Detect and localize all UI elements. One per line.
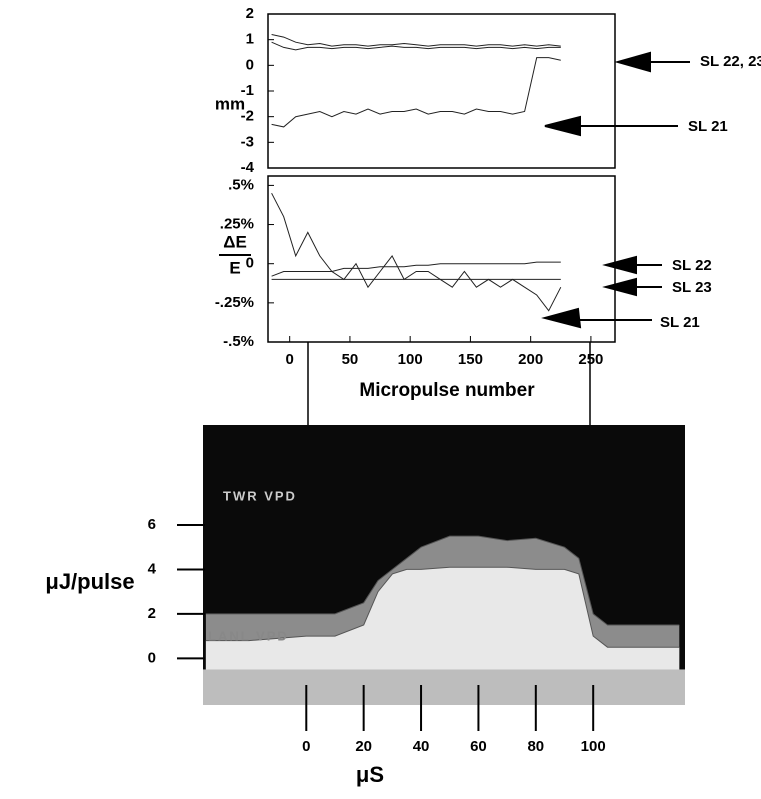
y-tick-label: -.5% <box>223 333 254 350</box>
x-tick-label: 100 <box>581 738 606 755</box>
y-tick-label: -4 <box>241 159 255 176</box>
y-tick-label: .5% <box>228 176 254 193</box>
x-tick-label: 60 <box>470 738 487 755</box>
traces <box>203 535 685 705</box>
trace <box>205 566 680 648</box>
annotation: SL 21 <box>688 118 728 135</box>
x-tick-label: 0 <box>302 738 310 755</box>
series-line <box>271 34 561 47</box>
y-tick-label: 0 <box>246 255 254 272</box>
series-line <box>271 41 561 51</box>
trace-label: TWR VPD <box>223 488 297 503</box>
y-tick-label: -2 <box>241 108 254 125</box>
x-axis-label: Micropulse number <box>359 380 535 401</box>
noise-band <box>203 669 685 705</box>
x-tick-label: 250 <box>578 351 603 368</box>
y-tick-label: 1 <box>246 31 254 48</box>
x-tick-label: 20 <box>355 738 372 755</box>
y-tick-label: 4 <box>148 560 157 577</box>
y-tick-label: 2 <box>246 5 254 22</box>
annotation: SL 22 <box>672 257 712 274</box>
y-tick-label: -1 <box>241 82 254 99</box>
y-tick-label: 6 <box>148 516 156 533</box>
y-tick-label: .25% <box>220 216 254 233</box>
annotation: SL 21 <box>660 314 700 331</box>
x-axis-label: μS <box>356 762 384 787</box>
trace <box>205 535 680 626</box>
series-line <box>271 261 561 277</box>
y-tick-label: -3 <box>241 133 254 150</box>
y-axis-label: μJ/pulse <box>45 569 134 594</box>
y-tick-label: 0 <box>148 649 156 666</box>
x-tick-label: 150 <box>458 351 483 368</box>
series-line <box>271 192 562 312</box>
x-tick-label: 200 <box>518 351 543 368</box>
annotation: SL 22, 23 <box>700 53 761 70</box>
y-tick-label: -.25% <box>215 294 254 311</box>
series-line <box>271 57 561 128</box>
trace-label: LANL VPD <box>208 628 289 643</box>
x-tick-label: 50 <box>342 351 359 368</box>
x-tick-label: 80 <box>527 738 544 755</box>
y-tick-label: 2 <box>148 605 156 622</box>
y-axis-label: E <box>229 258 240 277</box>
y-axis-label: ΔE <box>223 232 247 251</box>
y-tick-label: 0 <box>246 56 254 73</box>
y-axis-label: mm <box>215 94 245 113</box>
plot-frame <box>267 13 616 169</box>
trace-fill <box>205 567 680 670</box>
x-tick-label: 100 <box>398 351 423 368</box>
x-tick-label: 0 <box>286 351 294 368</box>
x-tick-label: 40 <box>413 738 430 755</box>
annotation: SL 23 <box>672 279 712 296</box>
plot-frame <box>267 175 616 343</box>
arrows <box>307 51 690 428</box>
